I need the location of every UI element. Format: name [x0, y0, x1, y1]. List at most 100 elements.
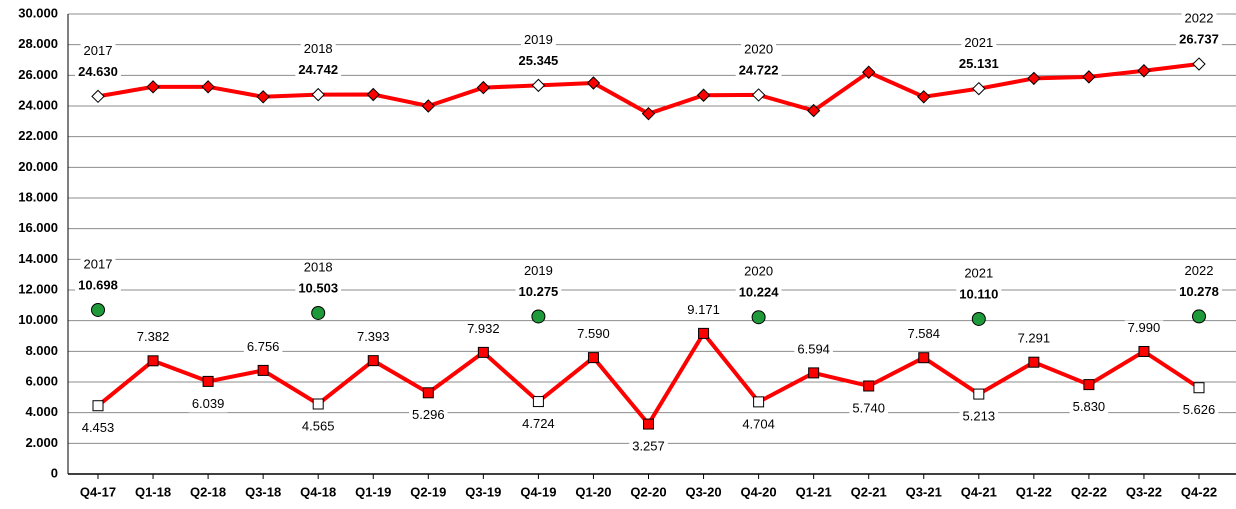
marker: [146, 80, 160, 94]
y-tick-label: 30.000: [18, 5, 58, 20]
data-label: 26.737: [1179, 31, 1219, 46]
marker: [753, 396, 765, 408]
y-tick-label: 4.000: [25, 404, 58, 419]
data-label: 6.039: [192, 396, 225, 411]
data-label: 25.345: [519, 53, 559, 68]
label-bg: [735, 285, 782, 302]
marker: [973, 388, 985, 400]
marker: [808, 367, 820, 379]
label-bg: [300, 259, 336, 276]
data-label: 2020: [744, 264, 773, 279]
label-bg: [75, 64, 121, 81]
marker: [202, 375, 214, 387]
label-bg: [75, 277, 121, 294]
data-label: 3.257: [632, 438, 665, 453]
marker: [641, 106, 656, 121]
label-bg: [188, 396, 228, 413]
marker: [751, 88, 766, 102]
label-bg: [794, 341, 833, 358]
x-tick-label: Q2-22: [1071, 484, 1107, 499]
data-label: 2018: [304, 259, 333, 274]
data-label: 10.503: [298, 280, 338, 295]
label-bg: [519, 416, 558, 433]
marker: [586, 76, 601, 90]
label-bg: [464, 321, 503, 338]
data-label: 10.224: [739, 285, 780, 300]
label-bg: [80, 43, 116, 60]
data-label: 7.990: [1128, 320, 1161, 335]
label-bg: [1069, 399, 1109, 416]
marker: [311, 87, 325, 102]
data-label: 9.171: [687, 302, 720, 317]
label-bg: [1179, 402, 1219, 419]
label-bg: [80, 256, 116, 273]
grid: [68, 13, 1236, 444]
marker: [92, 400, 104, 412]
label-bg: [904, 326, 944, 343]
x-tick-label: Q2-18: [190, 484, 226, 499]
x-tick-label: Q4-19: [520, 484, 556, 499]
y-tick-label: 20.000: [18, 159, 58, 174]
marker: [91, 89, 105, 104]
marker: [477, 346, 489, 358]
label-bg: [295, 280, 342, 297]
label-bg: [959, 409, 999, 426]
data-label: 5.830: [1073, 399, 1106, 414]
data-label: 24.722: [739, 62, 779, 77]
label-bg: [409, 407, 448, 424]
y-tick-label: 8.000: [25, 343, 58, 358]
x-tick-label: Q2-20: [630, 484, 666, 499]
marker: [312, 398, 324, 410]
label-bg: [353, 329, 393, 346]
y-tick-label: 28.000: [18, 36, 58, 51]
label-bg: [955, 56, 1002, 73]
x-tick-label: Q4-21: [961, 484, 997, 499]
x-tick-label: Q2-19: [410, 484, 446, 499]
data-label: 2019: [524, 32, 553, 47]
marker: [863, 380, 875, 392]
x-tick-label: Q1-18: [135, 484, 171, 499]
marker: [531, 78, 546, 93]
marker: [587, 352, 599, 364]
x-tick-label: Q2-21: [851, 484, 887, 499]
label-bg: [1014, 331, 1054, 348]
data-label: 2017: [84, 256, 113, 271]
marker: [311, 305, 326, 320]
data-label: 5.213: [963, 409, 996, 424]
x-tick-label: Q1-22: [1016, 484, 1052, 499]
y-tick-label: 26.000: [18, 67, 58, 82]
label-bg: [961, 265, 997, 282]
data-label: 7.382: [137, 329, 170, 344]
label-bg: [520, 32, 556, 49]
x-tick-label: Q3-19: [465, 484, 501, 499]
data-label: 2021: [964, 265, 993, 280]
label-bg: [1181, 263, 1217, 280]
x-tick-label: Q3-18: [245, 484, 281, 499]
data-label: 10.110: [959, 286, 998, 301]
marker: [918, 352, 930, 364]
label-bg: [295, 62, 342, 79]
label-bg: [1176, 284, 1222, 301]
label-bg: [735, 62, 782, 79]
data-label: 2022: [1185, 10, 1214, 25]
data-label: 2017: [84, 43, 113, 58]
y-tick-label: 2.000: [25, 435, 58, 450]
marker: [696, 88, 711, 102]
x-tick-label: Q1-21: [796, 484, 832, 499]
marker: [1082, 70, 1096, 84]
data-label: 25.131: [959, 56, 999, 71]
label-bg: [849, 400, 888, 417]
x-tick-label: Q1-20: [575, 484, 611, 499]
label-bg: [741, 41, 777, 58]
data-label: 6.756: [247, 339, 280, 354]
data-label: 5.296: [412, 407, 445, 422]
data-label: 4.453: [82, 420, 115, 435]
marker: [1028, 356, 1040, 368]
data-label: 10.275: [519, 284, 559, 299]
x-tick-label: Q4-22: [1181, 484, 1217, 499]
marker: [643, 418, 654, 430]
x-tick-label: Q3-20: [685, 484, 721, 499]
marker: [751, 310, 766, 325]
data-label: 7.291: [1018, 331, 1051, 346]
label-bg: [133, 329, 173, 346]
